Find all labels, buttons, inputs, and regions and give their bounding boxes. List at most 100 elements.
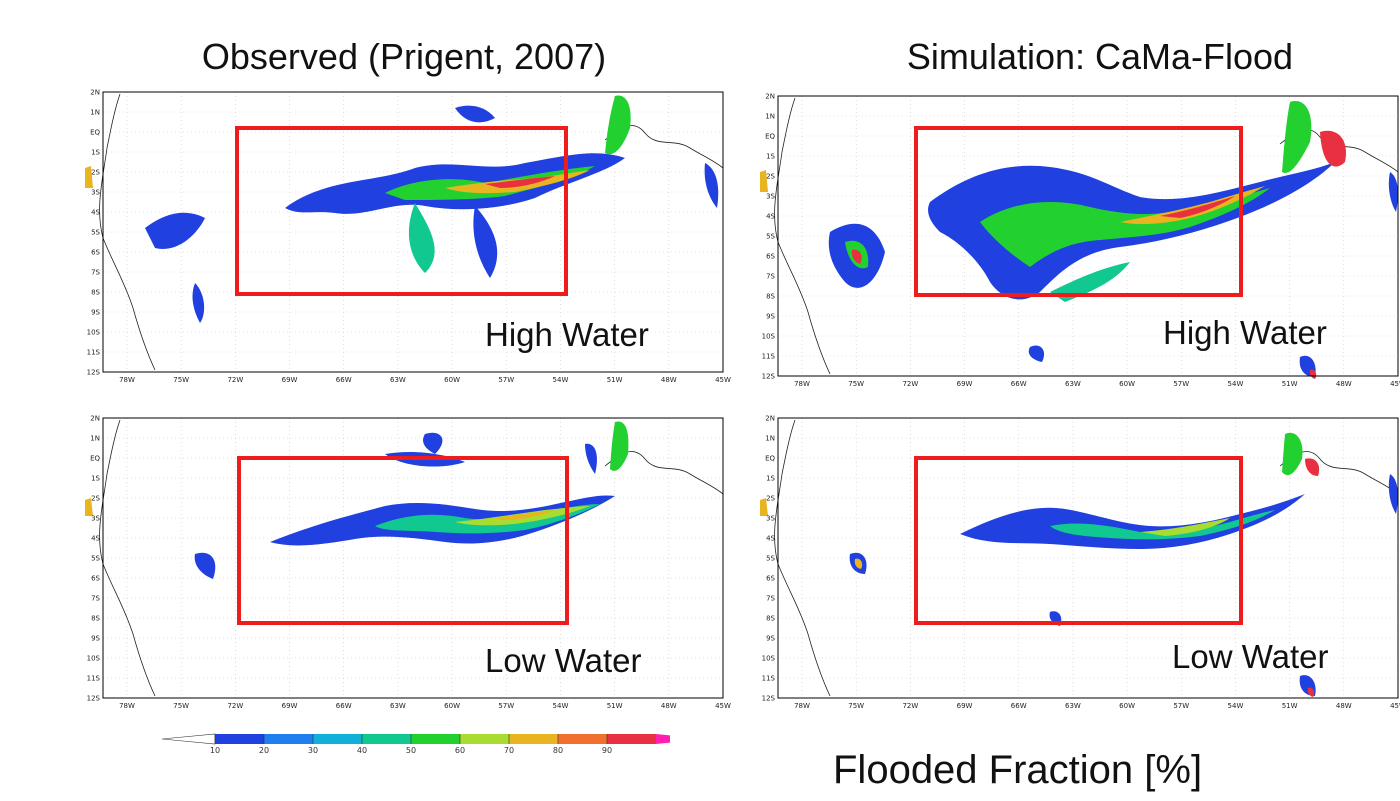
lat-tick-label: 10S (87, 329, 101, 337)
lon-tick-label: 57W (1173, 702, 1189, 710)
map-panel-simulation-low: 2N 1N EQ 1S 2S 3S 4S 5S 6S 7S 8S 9S 10S 11S 12S 78W 75W… (760, 414, 1400, 714)
lon-tick-label: 75W (173, 702, 189, 710)
lon-tick-label: 54W (1228, 380, 1244, 388)
lat-tick-label: 2S (91, 169, 100, 177)
lat-tick-label: 8S (91, 615, 100, 623)
colorbar-tick-label: 60 (455, 746, 465, 755)
lon-tick-label: 57W (1173, 380, 1189, 388)
lat-tick-label: 2S (91, 495, 100, 503)
lat-tick-label: 7S (91, 269, 100, 277)
lat-tick-label: 12S (87, 695, 101, 703)
flood-field (85, 95, 719, 323)
lat-tick-label: 9S (91, 309, 100, 317)
colorbar-tick-label: 90 (602, 746, 612, 755)
map-panel-observed-low: 2N 1N EQ 1S 2S 3S 4S 5S 6S 7S 8S 9S 10S 11S 12S 78W 75W… (85, 414, 731, 714)
lat-tick-label: 2S (766, 495, 775, 503)
map-frame (777, 417, 1399, 699)
lon-tick-label: 51W (607, 702, 623, 710)
lat-tick-label: 4S (91, 535, 100, 543)
lat-tick-label: 6S (91, 575, 100, 583)
colorbar: 10 20 30 40 50 60 70 80 90 (161, 733, 670, 755)
colorbar-extend-low (161, 733, 216, 745)
colorbar-tick-label: 50 (406, 746, 416, 755)
map-frame (777, 95, 1399, 377)
lat-tick-label: 2S (766, 173, 775, 181)
observed-title: Observed (Prigent, 2007) (201, 36, 607, 77)
lon-tick-label: 48W (1336, 380, 1352, 388)
lat-tick-label: 3S (766, 193, 775, 201)
lat-tick-label: 5S (766, 233, 775, 241)
lat-tick-label: 5S (91, 229, 100, 237)
map-frame (102, 91, 724, 373)
lat-tick-label: 1S (766, 475, 775, 483)
lon-tick-label: 45W (1390, 702, 1400, 710)
simulation-title: Simulation: CaMa-Flood (906, 36, 1294, 77)
lat-tick-label: 9S (766, 635, 775, 643)
map-simulation-high: 2N 1N EQ 1S 2S 3S 4S 5S 6S 7S 8S 9S 10S 11S 12S 78W 75W… (760, 93, 1400, 388)
lat-tick-label: EQ (90, 455, 100, 463)
lon-tick-label: 72W (902, 702, 918, 710)
colorbar-extend-high (656, 734, 670, 744)
lat-tick-label: 12S (762, 373, 776, 381)
lat-tick-label: 2N (765, 415, 775, 423)
lat-tick-label: 6S (766, 575, 775, 583)
lat-tick-label: 6S (91, 249, 100, 257)
lon-tick-label: 75W (173, 376, 189, 384)
lat-tick-label: 3S (91, 515, 100, 523)
lat-tick-label: 12S (87, 369, 101, 377)
lon-tick-label: 66W (336, 702, 352, 710)
region-box (235, 126, 568, 296)
lon-tick-label: 72W (227, 702, 243, 710)
lat-tick-label: 11S (87, 349, 101, 357)
map-frame (102, 417, 724, 699)
lat-tick-label: 6S (766, 253, 775, 261)
lat-tick-label: 5S (91, 555, 100, 563)
lat-tick-label: EQ (765, 455, 775, 463)
lon-tick-label: 54W (553, 376, 569, 384)
colorbar-tick-label: 20 (259, 746, 269, 755)
lon-tick-label: 48W (661, 702, 677, 710)
lat-tick-label: 3S (766, 515, 775, 523)
lon-tick-label: 78W (794, 380, 810, 388)
lon-tick-label: 57W (498, 376, 514, 384)
map-panel-simulation-high: 2N 1N EQ 1S 2S 3S 4S 5S 6S 7S 8S 9S 10S 11S 12S 78W 75W… (760, 92, 1400, 392)
lat-tick-label: 3S (91, 189, 100, 197)
lon-tick-label: 72W (902, 380, 918, 388)
lon-tick-label: 78W (119, 702, 135, 710)
lon-tick-label: 66W (1011, 380, 1027, 388)
colorbar-bin (607, 734, 656, 744)
lat-tick-label: 1S (91, 149, 100, 157)
lon-tick-label: 69W (282, 376, 298, 384)
caption-low-water: Low Water (1172, 638, 1329, 675)
lat-tick-label: 8S (91, 289, 100, 297)
lon-tick-label: 66W (336, 376, 352, 384)
colorbar-bin (264, 734, 313, 744)
lat-tick-label: 9S (91, 635, 100, 643)
lon-tick-label: 57W (498, 702, 514, 710)
lat-tick-label: 9S (766, 313, 775, 321)
lat-tick-label: 10S (87, 655, 101, 663)
map-panel-observed-high: 2N 1N EQ 1S 2S 3S 4S 5S 6S 7S 8S 9S 10S 11S 12S 78W 75W… (85, 88, 731, 388)
lon-tick-label: 51W (1282, 380, 1298, 388)
lon-tick-label: 69W (282, 702, 298, 710)
colorbar-bin (558, 734, 607, 744)
map-observed-low: 2N 1N EQ 1S 2S 3S 4S 5S 6S 7S 8S 9S 10S 11S 12S 78W 75W… (85, 415, 731, 710)
lon-tick-label: 54W (1228, 702, 1244, 710)
lon-tick-label: 63W (1065, 380, 1081, 388)
lon-tick-label: 72W (227, 376, 243, 384)
colorbar-bin (411, 734, 460, 744)
lon-tick-label: 60W (444, 702, 460, 710)
lon-tick-label: 45W (715, 376, 731, 384)
lat-tick-label: 2N (90, 415, 100, 423)
lat-tick-label: 11S (762, 353, 776, 361)
lat-tick-label: 4S (766, 535, 775, 543)
colorbar-bin (313, 734, 362, 744)
lat-tick-label: 4S (766, 213, 775, 221)
map-observed-high: 2N 1N EQ 1S 2S 3S 4S 5S 6S 7S 8S 9S 10S 11S 12S 78W 75W… (85, 89, 731, 384)
lon-tick-label: 78W (794, 702, 810, 710)
colorbar-tick-label: 10 (210, 746, 220, 755)
lat-tick-label: 8S (766, 615, 775, 623)
caption-low-water: Low Water (485, 642, 642, 679)
colorbar-bin (460, 734, 509, 744)
colorbar-tick-label: 40 (357, 746, 367, 755)
